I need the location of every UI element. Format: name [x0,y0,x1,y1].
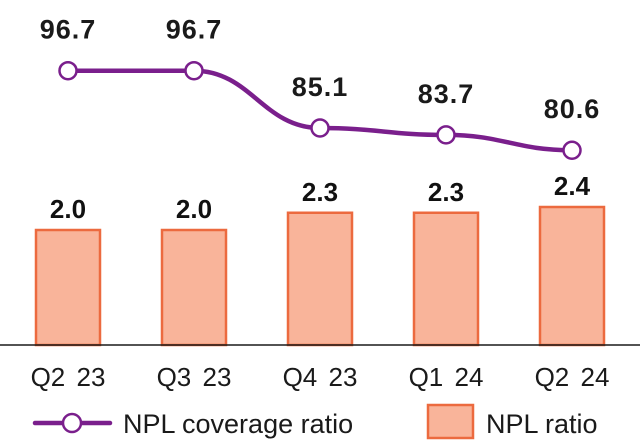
npl-coverage-point-3 [436,125,456,145]
npl-ratio-label-3: 2.3 [428,177,464,207]
npl-ratio-labels: 2.0 2.0 2.3 2.3 2.4 [50,171,591,224]
npl-coverage-point-0 [58,60,78,81]
legend-item-npl-ratio: NPL ratio [426,403,598,440]
npl-coverage-point-4 [562,140,582,160]
npl-coverage-label-1: 96.7 [166,15,223,45]
npl-ratio-bar-3 [412,211,480,347]
npl-ratio-label-1: 2.0 [176,194,212,224]
npl-ratio-label-0: 2.0 [50,194,86,224]
npl-coverage-labels: 96.7 96.7 85.1 83.7 80.6 [40,15,601,125]
npl-ratio-bar-1 [160,228,228,347]
npl-coverage-label-2: 85.1 [292,72,349,102]
x-axis-tick-labels: Q2 23 Q3 23 Q4 23 Q1 24 Q2 24 [31,362,610,392]
npl-coverage-point-2 [310,118,330,138]
npl-ratio-bar-2 [286,211,354,347]
npl-coverage-label-0: 96.7 [40,15,97,45]
legend: NPL coverage ratio NPL ratio [32,403,598,440]
npl-ratio-bars [34,205,606,347]
npl-ratio-label-2: 2.3 [302,177,338,207]
npl-ratio-bar-4 [538,205,606,347]
x-tick-label-3: Q1 24 [409,362,484,392]
npl-ratio-bar-0 [34,228,102,347]
legend-bar-swatch [426,403,475,440]
x-tick-label-0: Q2 23 [31,362,106,392]
legend-label-npl-coverage-ratio: NPL coverage ratio [123,409,353,439]
npl-coverage-points [58,60,582,160]
x-tick-label-2: Q4 23 [283,362,358,392]
x-tick-label-4: Q2 24 [535,362,610,392]
legend-label-npl-ratio: NPL ratio [486,409,598,439]
x-tick-label-1: Q3 23 [157,362,232,392]
npl-ratio-label-4: 2.4 [554,171,591,201]
npl-coverage-label-4: 80.6 [544,94,601,124]
legend-line-marker [61,412,83,434]
npl-coverage-point-1 [184,60,204,81]
legend-item-npl-coverage-ratio: NPL coverage ratio [32,409,353,439]
npl-coverage-label-3: 83.7 [418,79,475,109]
